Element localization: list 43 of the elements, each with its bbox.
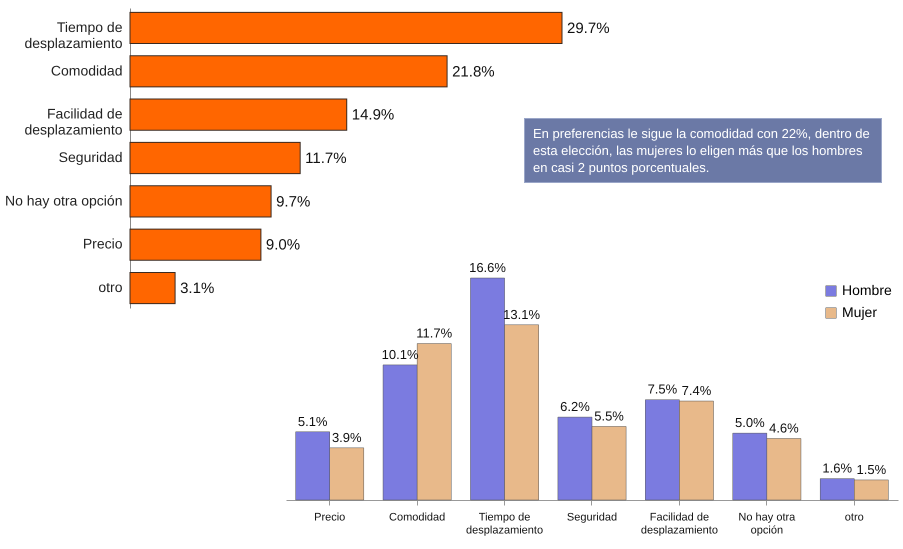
x-tick-label: otro	[844, 512, 864, 524]
x-tick-label: Comodidad	[389, 512, 446, 524]
data-label: 5.5%	[594, 408, 624, 424]
bar	[130, 98, 348, 131]
bar	[130, 55, 448, 88]
annotation: En preferencias le sigue la comodidad con 22%, dentro de esta elección, las mujeres lo eligen más que los hombres en casi 2 puntos porcentuales.	[524, 118, 882, 183]
data-label: 11.7%	[416, 326, 453, 341]
data-label: 3.9%	[332, 430, 362, 445]
data-label: 11.7%	[305, 150, 347, 167]
data-label: 4.6%	[769, 420, 800, 436]
data-label: 9.7%	[276, 193, 310, 210]
data-label: 1.5%	[856, 462, 887, 477]
x-tick-label: Seguridad	[566, 512, 618, 524]
data-label: 9.0%	[266, 236, 300, 254]
data-label: 16.6%	[469, 260, 506, 275]
data-label: 7.4%	[682, 383, 712, 398]
y-tick-label: Seguridad	[58, 149, 122, 165]
y-tick-label: otro	[98, 279, 123, 296]
bar	[130, 142, 301, 174]
legend-label: Mujer	[842, 304, 878, 320]
x-tick-label: Tiempo de desplazamiento	[466, 512, 544, 536]
bar	[130, 228, 262, 261]
y-tick-label: No hay otra opción	[4, 192, 122, 208]
data-label: 6.2%	[560, 399, 590, 414]
data-label: 3.1%	[180, 280, 214, 298]
x-tick-label: Precio	[314, 512, 346, 524]
y-tick-label: Comodidad	[50, 62, 122, 78]
data-label: 14.9%	[352, 106, 394, 124]
y-tick-label: Precio	[82, 236, 123, 252]
data-label: 29.7%	[567, 20, 610, 37]
bar	[130, 185, 272, 218]
y-tick-label: Facilidad de desplazamiento	[24, 106, 123, 138]
bar	[130, 12, 562, 44]
data-label: 5.0%	[734, 415, 766, 430]
x-tick-label: No hay otra opción	[738, 512, 796, 536]
data-label: 7.5%	[648, 382, 678, 397]
x-tick-label: Facilidad de desplazamiento	[640, 512, 718, 536]
data-label: 21.8%	[452, 63, 495, 80]
bar	[130, 272, 176, 304]
data-label: 1.6%	[822, 460, 852, 476]
y-tick-label: Tiempo de desplazamiento	[24, 18, 123, 51]
legend-label: Hombre	[842, 282, 892, 298]
data-label: 5.1%	[298, 414, 328, 429]
